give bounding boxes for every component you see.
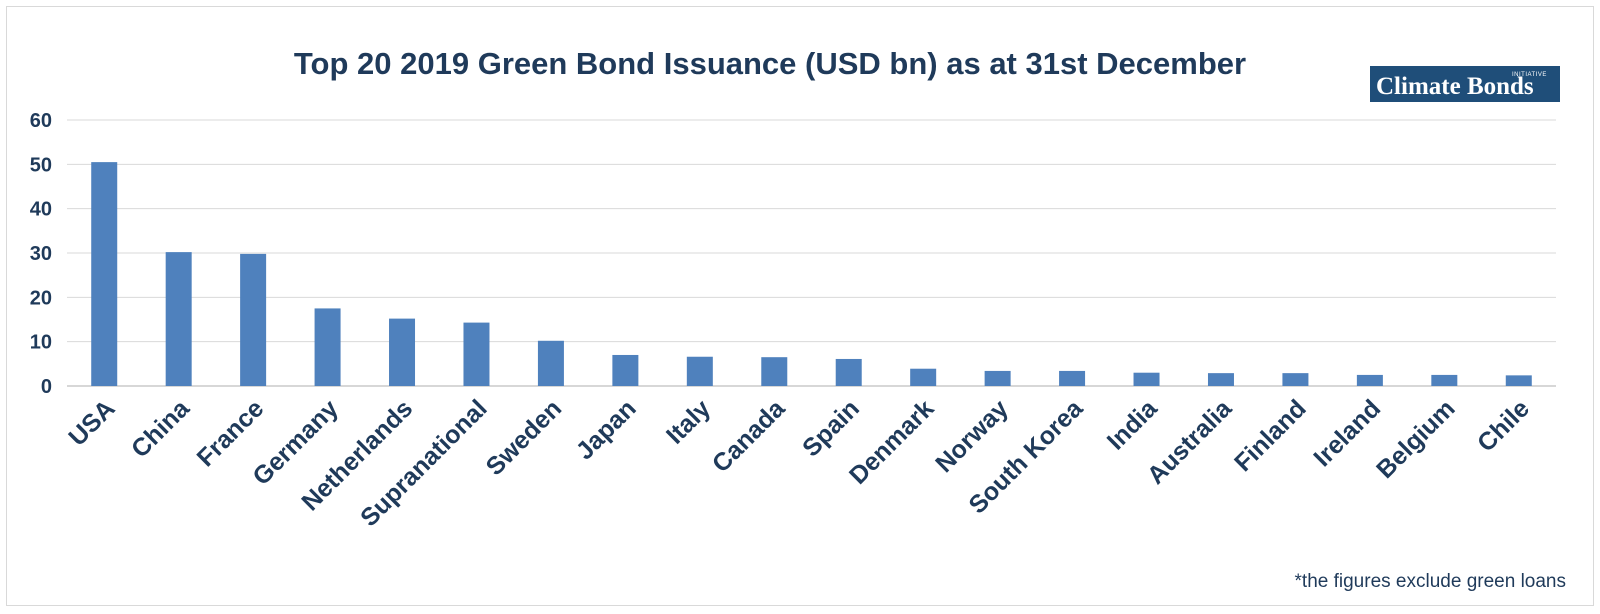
y-tick-label: 10 — [30, 332, 52, 354]
y-tick-label: 0 — [41, 376, 52, 398]
bar-china — [165, 252, 192, 386]
gridlines — [67, 119, 1556, 387]
bar-denmark — [910, 368, 937, 386]
bars — [91, 162, 1532, 386]
x-category-label: Sweden — [481, 394, 568, 481]
bar-germany — [314, 308, 341, 386]
x-category-label: Chile — [1472, 394, 1535, 457]
y-axis-ticks: 0 10 20 30 40 50 60 — [30, 110, 52, 398]
bar-norway — [984, 370, 1011, 386]
bar-india — [1133, 372, 1160, 386]
y-tick-label: 50 — [30, 154, 52, 176]
bar-ireland — [1356, 374, 1383, 386]
x-category-label: China — [126, 394, 196, 464]
bar-supranational — [463, 322, 490, 386]
bar-france — [240, 253, 267, 386]
bar-italy — [686, 356, 713, 386]
y-tick-label: 60 — [30, 110, 52, 132]
x-axis-labels: USA ChinaFranceGermanyNetherlandsSupranat… — [63, 394, 1535, 532]
x-category-label: Japan — [571, 394, 642, 465]
bar-south-korea — [1059, 370, 1086, 386]
logo-subtext: INITIATIVE — [1512, 72, 1547, 78]
y-tick-label: 30 — [30, 243, 52, 265]
chart-title: Top 20 2019 Green Bond Issuance (USD bn)… — [294, 46, 1246, 81]
logo-background — [1370, 66, 1560, 102]
x-category-label: Supranational — [355, 394, 493, 532]
bar-japan — [612, 354, 639, 386]
logo-text: Climate Bonds — [1376, 73, 1534, 100]
x-category-label: India — [1102, 394, 1164, 456]
bar-australia — [1207, 373, 1234, 386]
footnote: *the figures exclude green loans — [1295, 571, 1566, 592]
bar-sweden — [537, 340, 564, 386]
logo: Climate Bonds INITIATIVE — [1370, 66, 1560, 102]
bar-netherlands — [389, 318, 416, 386]
x-category-label: Belgium — [1371, 394, 1461, 484]
x-category-label: Finland — [1229, 394, 1312, 477]
bar-canada — [761, 357, 788, 386]
x-category-label: Italy — [661, 394, 716, 449]
bar-spain — [835, 358, 862, 386]
x-category-label: Spain — [797, 394, 865, 462]
bar-usa — [91, 162, 118, 386]
bar-chile — [1505, 375, 1532, 386]
x-category-label: USA — [63, 394, 120, 451]
bar-belgium — [1431, 374, 1458, 386]
y-tick-label: 40 — [30, 199, 52, 221]
bar-finland — [1282, 373, 1309, 386]
chart-frame — [6, 6, 1594, 606]
y-tick-label: 20 — [30, 287, 52, 309]
x-category-label: Canada — [707, 394, 791, 478]
